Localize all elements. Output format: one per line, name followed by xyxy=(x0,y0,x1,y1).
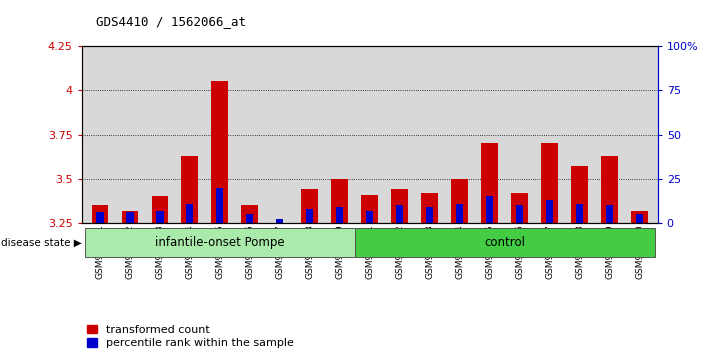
Bar xyxy=(306,209,314,223)
Bar xyxy=(396,205,403,223)
Bar xyxy=(216,188,223,223)
Bar xyxy=(422,193,438,223)
Text: infantile-onset Pompe: infantile-onset Pompe xyxy=(155,236,284,249)
Bar xyxy=(276,219,284,223)
Bar xyxy=(546,200,553,223)
Bar xyxy=(606,205,614,223)
Bar xyxy=(392,189,408,223)
Bar xyxy=(481,143,498,223)
Bar xyxy=(186,204,193,223)
Bar xyxy=(85,228,355,257)
Bar xyxy=(246,214,254,223)
Bar xyxy=(631,211,648,223)
Bar xyxy=(542,143,558,223)
Bar xyxy=(92,205,108,223)
Text: disease state ▶: disease state ▶ xyxy=(1,238,82,247)
Text: GDS4410 / 1562066_at: GDS4410 / 1562066_at xyxy=(96,15,246,28)
Bar xyxy=(96,212,104,223)
Legend: transformed count, percentile rank within the sample: transformed count, percentile rank withi… xyxy=(87,325,294,348)
Bar xyxy=(211,81,228,223)
Bar xyxy=(602,156,618,223)
Bar xyxy=(426,207,434,223)
Bar xyxy=(331,179,348,223)
Bar xyxy=(355,228,655,257)
Bar xyxy=(486,196,493,223)
Bar xyxy=(126,212,134,223)
Bar xyxy=(242,205,258,223)
Bar xyxy=(301,189,318,223)
Bar xyxy=(156,211,164,223)
Bar xyxy=(122,211,138,223)
Bar xyxy=(366,211,373,223)
Bar xyxy=(636,214,643,223)
Bar xyxy=(576,204,584,223)
Bar xyxy=(572,166,588,223)
Text: control: control xyxy=(484,236,525,249)
Bar xyxy=(361,195,378,223)
Bar xyxy=(151,196,168,223)
Bar xyxy=(516,205,523,223)
Bar xyxy=(181,156,198,223)
Bar xyxy=(456,204,464,223)
Bar xyxy=(336,207,343,223)
Bar xyxy=(511,193,528,223)
Bar xyxy=(451,179,468,223)
